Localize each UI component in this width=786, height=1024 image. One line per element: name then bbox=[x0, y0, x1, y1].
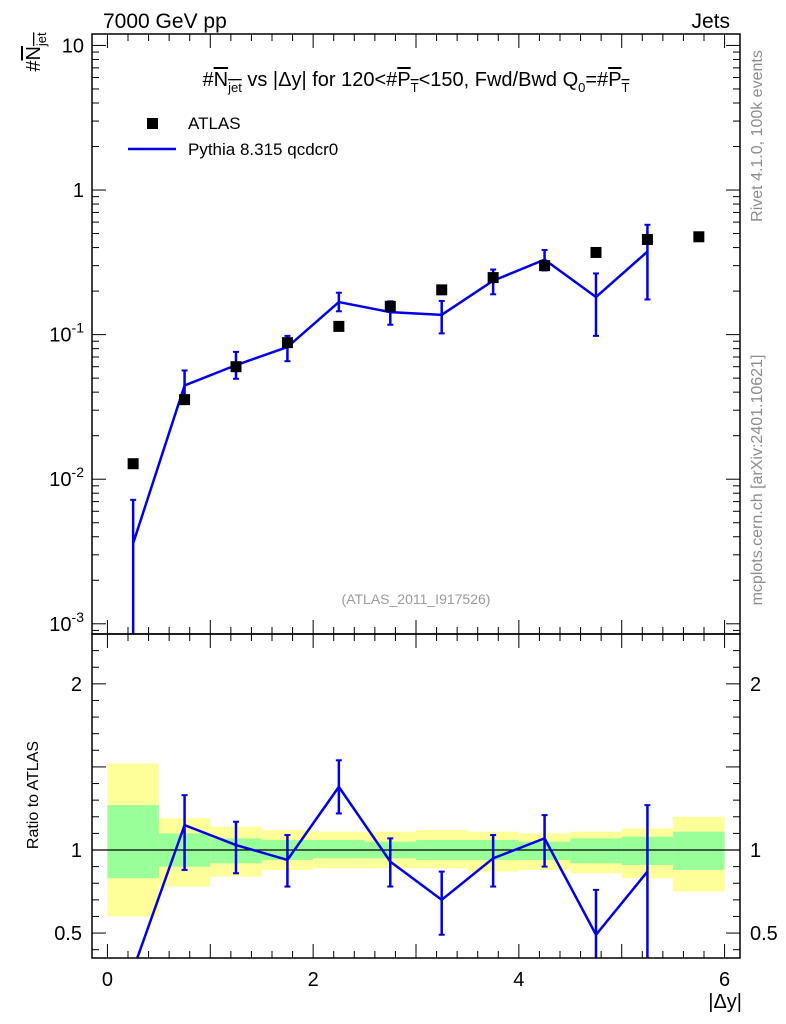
atlas-data-point bbox=[436, 284, 448, 296]
green-band bbox=[313, 840, 365, 859]
analysis-label: (ATLAS_2011_I917526) bbox=[342, 591, 491, 607]
green-band bbox=[107, 805, 159, 879]
atlas-data-point bbox=[230, 361, 242, 373]
atlas-data-point bbox=[487, 272, 499, 284]
atlas-data-point bbox=[539, 260, 551, 272]
main-ytick-label: 10 bbox=[62, 35, 84, 57]
legend: ATLAS Pythia 8.315 qcdcr0 bbox=[128, 114, 338, 159]
category-label: Jets bbox=[691, 10, 730, 33]
legend-mc-label: Pythia 8.315 qcdcr0 bbox=[188, 140, 338, 159]
atlas-data-point bbox=[333, 320, 345, 332]
main-ytick-label: 10-1 bbox=[49, 320, 84, 347]
atlas-data-point bbox=[127, 458, 139, 470]
legend-data-marker bbox=[147, 118, 158, 129]
main-ytick-label: 10-2 bbox=[49, 464, 84, 491]
atlas-data-point bbox=[590, 246, 602, 258]
energy-label: 7000 GeV pp bbox=[103, 10, 227, 33]
ratio-ytick-label-right: 0.5 bbox=[750, 923, 778, 945]
green-band bbox=[570, 838, 622, 864]
ratio-ytick-label-left: 1 bbox=[71, 840, 82, 862]
legend-data-label: ATLAS bbox=[188, 114, 241, 133]
atlas-data-point bbox=[281, 337, 293, 349]
ratio-frame bbox=[91, 633, 741, 959]
xtick-label: 6 bbox=[719, 969, 730, 991]
xtick-label: 0 bbox=[102, 969, 113, 991]
mcplots-label: mcplots.cern.ch [arXiv:2401.10621] bbox=[749, 355, 766, 606]
svg-text:#Njet: #Njet bbox=[23, 32, 49, 72]
ratio-ytick-label-right: 2 bbox=[750, 674, 761, 696]
xaxis-label: |Δy| bbox=[708, 991, 742, 1013]
main-ytick-label: 10-3 bbox=[49, 609, 84, 636]
main-ylabel: #Njet bbox=[23, 32, 49, 72]
main-ytick-label: 1 bbox=[73, 180, 84, 202]
xtick-label: 2 bbox=[308, 969, 319, 991]
xtick-label: 4 bbox=[513, 969, 524, 991]
atlas-data-point bbox=[179, 394, 191, 406]
mc-line bbox=[131, 250, 649, 544]
ratio-ytick-label-right: 1 bbox=[750, 840, 761, 862]
ratio-ylabel: Ratio to ATLAS bbox=[25, 741, 42, 849]
main-title: #Njet vs |Δy| for 120<#PT<150, Fwd/Bwd Q… bbox=[203, 69, 630, 95]
ratio-ytick-label-left: 0.5 bbox=[54, 923, 82, 945]
atlas-data-point bbox=[693, 231, 705, 243]
rivet-label: Rivet 4.1.0, 100k events bbox=[749, 50, 766, 222]
green-band bbox=[673, 831, 725, 870]
ratio-ytick-label-left: 2 bbox=[71, 674, 82, 696]
atlas-data-point bbox=[641, 233, 653, 245]
atlas-data-point bbox=[384, 300, 396, 312]
